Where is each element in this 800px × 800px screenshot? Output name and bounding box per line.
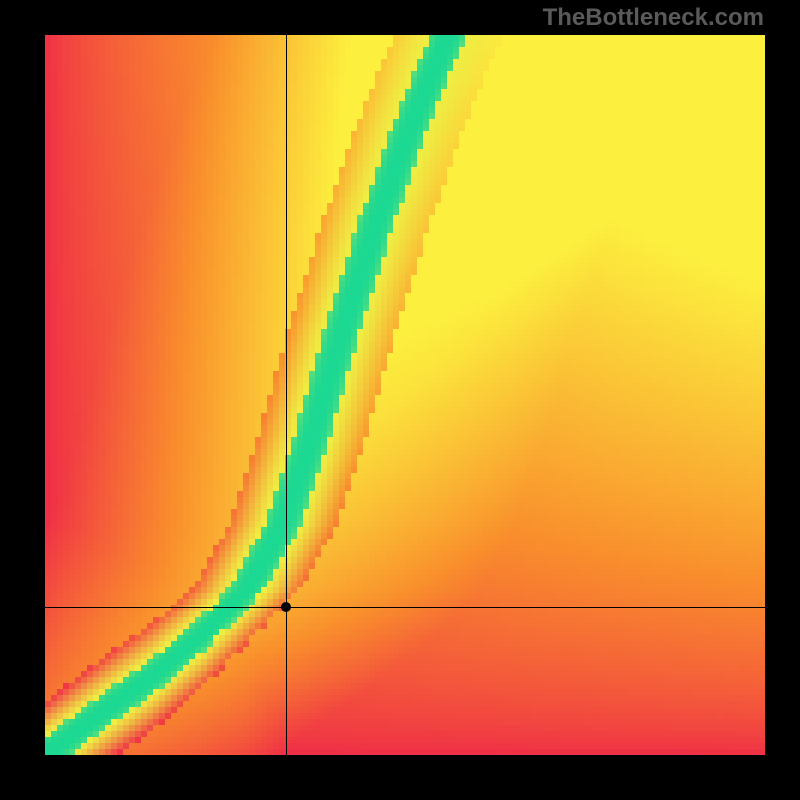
crosshair-horizontal [45, 607, 765, 608]
bottleneck-heatmap [45, 35, 765, 755]
watermark-text: TheBottleneck.com [543, 4, 764, 32]
crosshair-vertical [286, 35, 287, 755]
chart-container: TheBottleneck.com [0, 0, 800, 800]
